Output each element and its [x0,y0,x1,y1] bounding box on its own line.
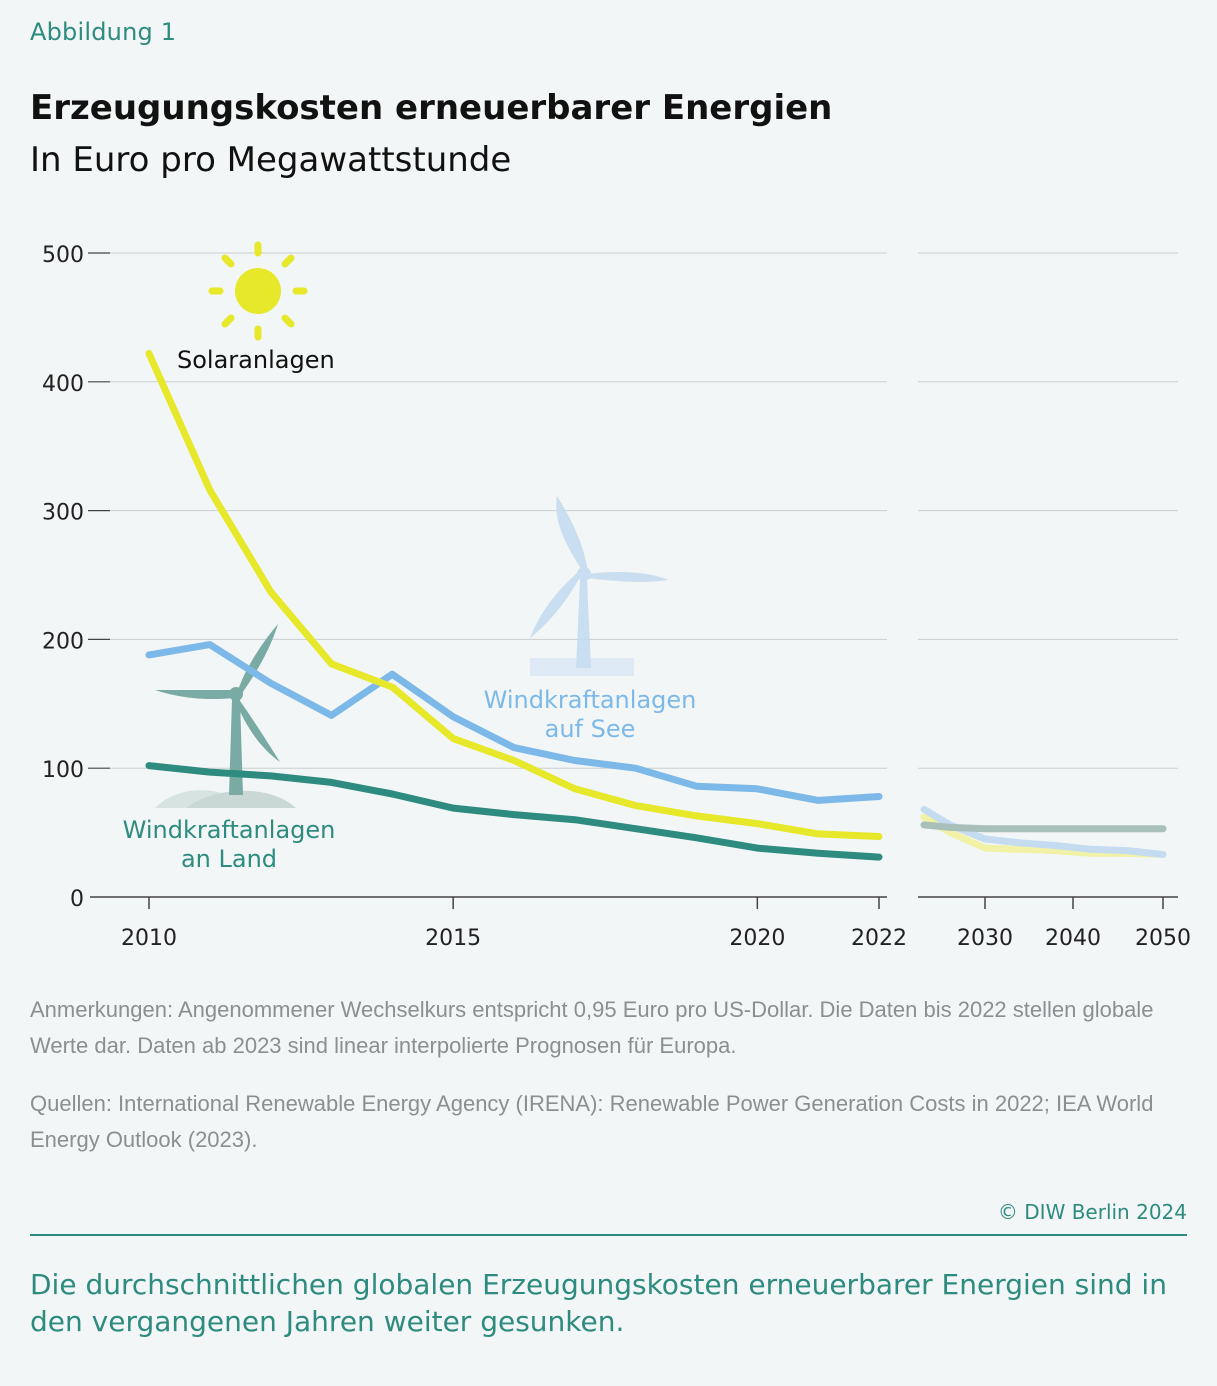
ytick-label-400: 400 [42,372,84,397]
label-solaranlagen: Solaranlagen [177,346,335,374]
series-line-windkraftanlagen-auf-see-historical [145,641,883,804]
label-onshore-line2: an Land [181,845,277,873]
sun-icon [208,241,308,341]
label-offshore-line1: Windkraftanlagen [484,686,697,714]
xtick-label-2015: 2015 [425,926,481,951]
xtick-label-2050: 2050 [1135,926,1191,951]
onshore-wind-turbine-icon [155,624,296,808]
chart-title: Erzeugungskosten erneuerbarer Energien [30,88,833,128]
line-chart: 0 100 200 300 400 500 2010 2015 2020 2022 2030 2040… [42,241,1191,951]
ytick-label-100: 100 [42,758,84,783]
notes-quellen: Quellen: International Renewable Energy … [30,1091,1154,1152]
offshore-wind-turbine-icon [530,496,668,676]
copyright: © DIW Berlin 2024 [997,1200,1187,1224]
ytick-label-200: 200 [42,629,84,654]
xtick-label-2030: 2030 [957,926,1013,951]
axes: 0 100 200 300 400 500 2010 2015 2020 2022 2030 2040… [42,243,1191,951]
series-lines [145,350,1167,861]
caption: Die durchschnittlichen globalen Erzeugun… [30,1268,1167,1338]
chart-subtitle: In Euro pro Megawattstunde [30,140,512,180]
ytick-label-500: 500 [42,243,84,268]
ytick-label-300: 300 [42,501,84,526]
series-line-windkraftanlagen-an-land-historical [145,762,883,861]
label-offshore-line2: auf See [545,715,636,743]
ytick-label-0: 0 [70,887,84,912]
grid-lines [88,252,1178,769]
xtick-label-2040: 2040 [1045,926,1101,951]
notes-anmerkungen: Anmerkungen: Angenommener Wechselkurs en… [30,997,1154,1058]
series-line-solaranlagen-historical [145,350,883,840]
divider [30,1234,1187,1236]
series-line-windkraftanlagen-an-land-projection [920,821,1167,833]
label-onshore-line1: Windkraftanlagen [123,816,336,844]
xtick-label-2020: 2020 [729,926,785,951]
xtick-label-2010: 2010 [121,926,177,951]
figure-label: Abbildung 1 [30,18,177,46]
xtick-label-2022: 2022 [851,926,907,951]
